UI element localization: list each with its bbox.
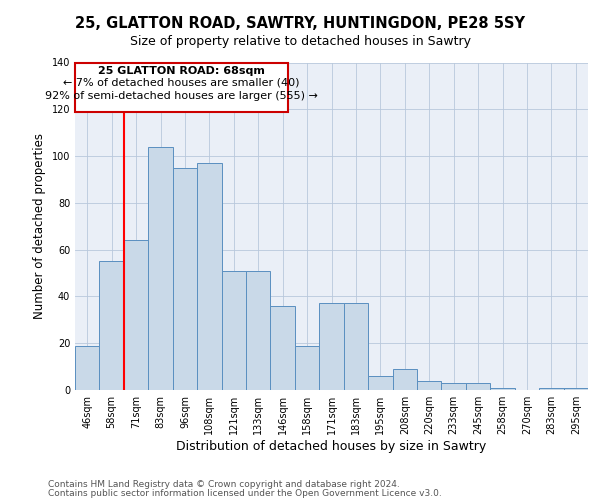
Bar [392, 369, 417, 390]
Text: Contains public sector information licensed under the Open Government Licence v3: Contains public sector information licen… [48, 488, 442, 498]
Text: Size of property relative to detached houses in Sawtry: Size of property relative to detached ho… [130, 35, 470, 48]
Bar [75, 62, 287, 112]
Bar [124, 240, 148, 390]
Text: ← 7% of detached houses are smaller (40): ← 7% of detached houses are smaller (40) [63, 78, 299, 88]
Bar [271, 306, 295, 390]
Bar [221, 270, 246, 390]
Bar [563, 388, 588, 390]
Bar [344, 304, 368, 390]
Y-axis label: Number of detached properties: Number of detached properties [33, 133, 46, 320]
Text: 25 GLATTON ROAD: 68sqm: 25 GLATTON ROAD: 68sqm [98, 66, 265, 76]
Bar [197, 163, 221, 390]
Bar [173, 168, 197, 390]
Bar [319, 304, 344, 390]
Bar [295, 346, 319, 390]
Bar [100, 262, 124, 390]
Bar [442, 383, 466, 390]
Bar [368, 376, 392, 390]
Bar [490, 388, 515, 390]
Bar [466, 383, 490, 390]
Text: 25, GLATTON ROAD, SAWTRY, HUNTINGDON, PE28 5SY: 25, GLATTON ROAD, SAWTRY, HUNTINGDON, PE… [75, 16, 525, 31]
Text: Contains HM Land Registry data © Crown copyright and database right 2024.: Contains HM Land Registry data © Crown c… [48, 480, 400, 489]
Bar [539, 388, 563, 390]
Bar [246, 270, 271, 390]
Bar [148, 146, 173, 390]
Text: 92% of semi-detached houses are larger (555) →: 92% of semi-detached houses are larger (… [45, 90, 318, 101]
X-axis label: Distribution of detached houses by size in Sawtry: Distribution of detached houses by size … [176, 440, 487, 453]
Bar [75, 346, 100, 390]
Bar [417, 380, 442, 390]
